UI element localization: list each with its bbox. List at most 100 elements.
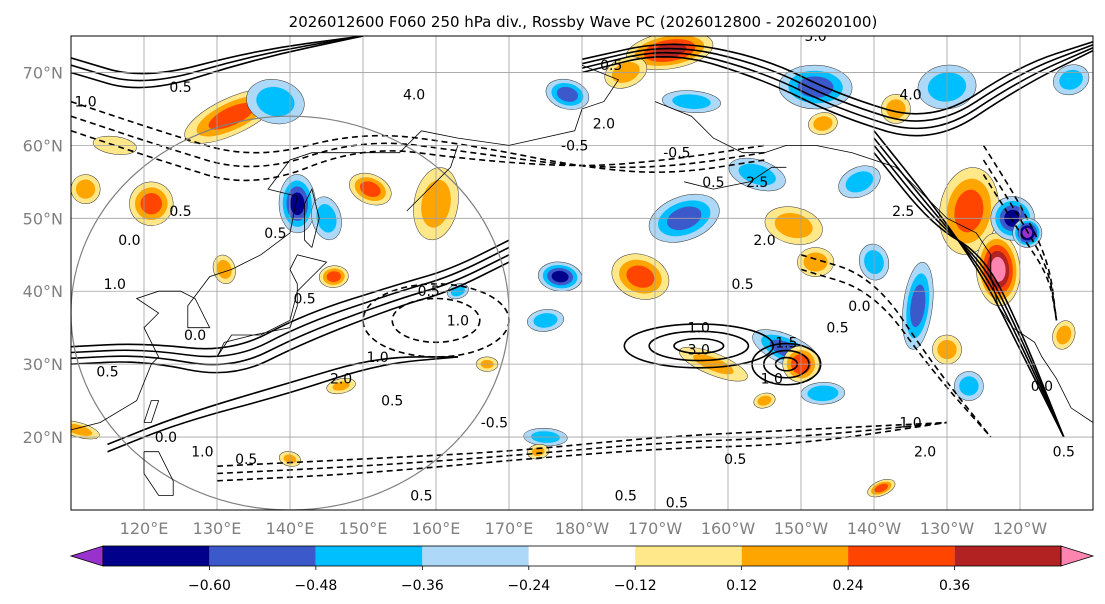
contour-label: 2.5 <box>746 175 768 191</box>
contour-label: 1.0 <box>899 415 921 431</box>
div-blob <box>256 86 295 117</box>
div-blob <box>626 265 655 288</box>
contour-label: 2.5 <box>892 204 914 220</box>
div-blob <box>140 193 163 215</box>
div-blob <box>886 99 906 119</box>
contour-label: 0.5 <box>615 488 637 504</box>
lon-tick-label: 180°W <box>555 519 610 538</box>
contour-label: 3.0 <box>688 343 710 359</box>
contour-label: 0.5 <box>731 277 753 293</box>
contour-label: 0.5 <box>96 364 118 380</box>
pc-contour-negative <box>982 144 1058 321</box>
pc-contour-positive <box>71 261 510 374</box>
div-blob <box>359 181 381 197</box>
contour-label: 0.5 <box>826 321 848 337</box>
div-blob <box>807 385 839 402</box>
lat-tick-label: 70°N <box>23 63 63 82</box>
contour-label: 0.5 <box>600 58 622 74</box>
pc-contour-positive <box>648 330 750 362</box>
colorbar-swatch <box>422 546 529 566</box>
coastline-philippines <box>143 451 174 496</box>
pc-contour-positive <box>581 46 1093 130</box>
coastline-aleutians <box>684 166 787 190</box>
contour-label: 0.5 <box>169 80 191 96</box>
colorbar-tick-label: 0.36 <box>939 578 970 594</box>
coastline-taiwan <box>143 400 160 423</box>
lon-tick-label: 130°E <box>193 519 242 538</box>
contour-label: -0.5 <box>561 138 588 154</box>
pc-contour-negative <box>71 100 765 173</box>
pc-contour-positive <box>107 356 458 446</box>
colorbar-swatch <box>528 546 636 566</box>
coastline-north-america <box>654 101 1093 423</box>
contour-label: 0.5 <box>235 452 257 468</box>
colorbar: −0.60 −0.48 −0.36 −0.24 −0.12 0.12 0.24 0.36 <box>69 545 1095 594</box>
coastlines <box>71 64 1093 496</box>
lon-tick-label: 150°E <box>339 519 388 538</box>
div-blob <box>531 447 545 457</box>
pc-contour-negative <box>800 268 992 438</box>
contour-labels: 4.0 4.0 1.0 -0.5 0.5 2.5 2.0 0.5 1.0 3.0 1.0 1.5 0.5… <box>74 29 1074 510</box>
contour-label: 0.5 <box>264 226 286 242</box>
lon-tick-label: 140°E <box>266 519 315 538</box>
div-blob <box>551 270 569 283</box>
lon-tick-label: 130°W <box>920 519 975 538</box>
lat-tick-label: 50°N <box>23 209 63 228</box>
contour-label: 1.0 <box>366 350 388 366</box>
div-blob <box>556 86 578 102</box>
colorbar-tick-label: −0.60 <box>188 578 231 594</box>
contour-label: 4.0 <box>403 87 425 103</box>
colorbar-frame <box>102 545 1062 567</box>
contour-label: 2.0 <box>330 372 352 388</box>
lon-tick-label: 150°W <box>774 519 829 538</box>
contour-label: 0.5 <box>381 394 403 410</box>
pc-contour-positive <box>581 44 1093 122</box>
lat-tick-label: 40°N <box>23 282 63 301</box>
contour-label: 0.5 <box>169 204 191 220</box>
colorbar-tick-label: −0.24 <box>507 578 550 594</box>
colorbar-tick-label: −0.12 <box>614 578 657 594</box>
contour-label: 1.0 <box>74 95 96 111</box>
coastline-kamchatka <box>406 145 459 212</box>
div-blob <box>75 179 96 199</box>
pc-contour-positive <box>71 239 510 350</box>
pc-contour-positive <box>71 36 364 75</box>
colorbar-swatch <box>848 546 955 566</box>
contour-label: 2.0 <box>593 117 615 133</box>
div-blob <box>1056 325 1072 345</box>
lat-tick-label: 20°N <box>23 428 63 447</box>
div-blob <box>813 116 833 131</box>
lon-tick-label: 160°E <box>412 519 461 538</box>
contour-label: 0.0 <box>1031 379 1053 395</box>
lon-tick-label: 170°E <box>485 519 534 538</box>
contour-label: 1.5 <box>775 335 797 351</box>
contour-label: 1.0 <box>688 321 710 337</box>
contour-label: 1.0 <box>447 313 469 329</box>
pc-contour-positive <box>623 323 775 369</box>
div-blob <box>874 483 889 493</box>
pc-contour-positive <box>71 36 364 82</box>
pc-contour-negative <box>71 115 765 169</box>
lon-tick-label: 140°W <box>847 519 902 538</box>
pc-contour-negative <box>982 159 1058 321</box>
coastline-sakhalin <box>304 187 320 248</box>
div-blob <box>910 284 926 328</box>
pc-contour-positive <box>107 356 458 453</box>
contour-label: 5.0 <box>804 29 826 45</box>
contour-label: 2.0 <box>914 445 936 461</box>
colorbar-swatch <box>954 546 1061 566</box>
pc-contour-positive <box>71 36 364 89</box>
contour-label: 1.0 <box>104 277 126 293</box>
div-blob <box>757 395 772 406</box>
div-blob <box>332 381 350 391</box>
contour-label: 0.0 <box>848 299 870 315</box>
chart-title: 2026012600 F060 250 hPa div., Rossby Wav… <box>289 13 878 31</box>
div-blob <box>652 43 687 59</box>
lon-tick-label: 120°E <box>120 519 169 538</box>
lon-tick-label: 120°W <box>993 519 1048 538</box>
contour-label: 2.0 <box>753 233 775 249</box>
colorbar-tick-label: 0.12 <box>726 578 757 594</box>
div-blob <box>803 252 828 272</box>
pc-contour-negative <box>800 254 992 438</box>
divergence-layer <box>71 36 1090 498</box>
